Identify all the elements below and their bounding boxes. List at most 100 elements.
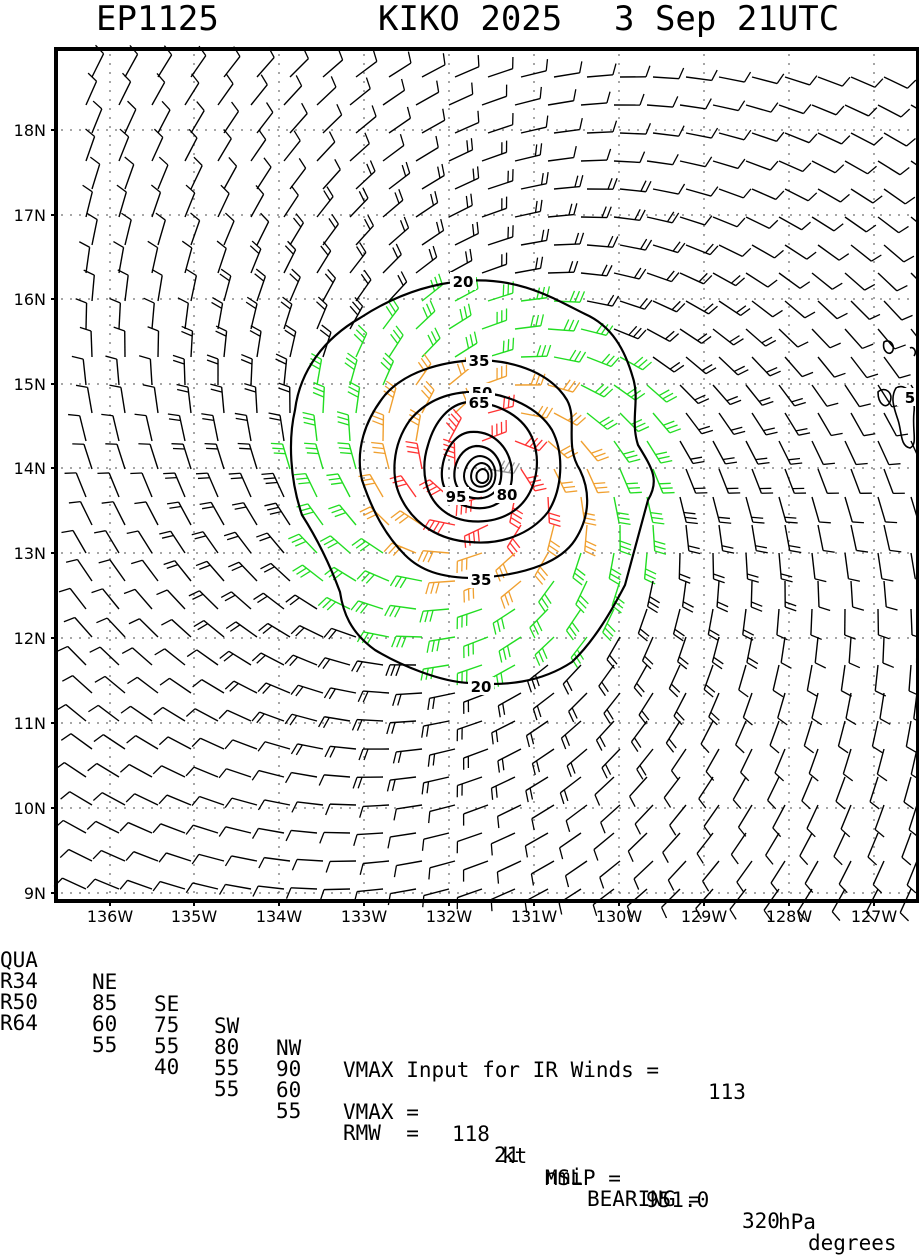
- grid-dot: [727, 298, 729, 300]
- grid-dot: [618, 450, 620, 452]
- wind-barb: [686, 244, 718, 255]
- grid-dot: [295, 129, 297, 131]
- wind-barb: [645, 553, 657, 584]
- grid-dot: [340, 214, 342, 216]
- grid-dot: [363, 882, 365, 884]
- grid-dot: [109, 630, 111, 632]
- grid-dot: [772, 298, 774, 300]
- grid-dot: [788, 729, 790, 731]
- grid-dot: [133, 637, 135, 639]
- grid-dot: [193, 576, 195, 578]
- grid-dot: [493, 807, 495, 809]
- wind-barb: [581, 149, 611, 161]
- grid-dot: [109, 441, 111, 443]
- grid-dot: [592, 807, 594, 809]
- grid-dot: [817, 298, 819, 300]
- grid-dot: [151, 298, 153, 300]
- grid-dot: [703, 720, 705, 722]
- grid-dot: [703, 99, 705, 101]
- wind-barb: [884, 133, 915, 146]
- grid-dot: [278, 324, 280, 326]
- wind-barb: [160, 678, 191, 693]
- wind-barb: [92, 589, 119, 609]
- grid-dot: [502, 383, 504, 385]
- grid-dot: [703, 207, 705, 209]
- grid-dot: [304, 383, 306, 385]
- grid-dot: [703, 378, 705, 380]
- grid-dot: [533, 792, 535, 794]
- grid-dot: [574, 552, 576, 554]
- wind-barb: [713, 159, 745, 168]
- grid-dot: [871, 298, 873, 300]
- grid-dot: [278, 171, 280, 173]
- grid-dot: [193, 225, 195, 227]
- grid-dot: [448, 603, 450, 605]
- wind-barb: [515, 314, 543, 329]
- grid-dot: [628, 129, 630, 131]
- wind-barb: [904, 777, 914, 809]
- wind-barb: [811, 609, 822, 639]
- grid-dot: [529, 807, 531, 809]
- wind-barb: [159, 853, 191, 862]
- wind-barb: [812, 273, 842, 289]
- contour-label-35: 35: [469, 352, 490, 370]
- grid-dot: [709, 552, 711, 554]
- grid-dot: [193, 756, 195, 758]
- grid-dot: [533, 81, 535, 83]
- grid-dot: [367, 552, 369, 554]
- grid-dot: [529, 637, 531, 639]
- grid-dot: [871, 214, 873, 216]
- grid-dot: [278, 90, 280, 92]
- grid-dot: [718, 892, 720, 894]
- grid-dot: [278, 144, 280, 146]
- wind-barb: [68, 415, 86, 441]
- wind-barb: [224, 47, 240, 77]
- grid-dot: [268, 214, 270, 216]
- grid-dot: [367, 722, 369, 724]
- grid-dot: [115, 129, 117, 131]
- grid-dot: [363, 90, 365, 92]
- grid-dot: [703, 585, 705, 587]
- wind-barb: [290, 214, 303, 245]
- grid-dot: [610, 552, 612, 554]
- grid-dot: [682, 298, 684, 300]
- wind-barb: [818, 581, 830, 611]
- grid-dot: [133, 298, 135, 300]
- grid-dot: [907, 383, 909, 385]
- grid-dot: [193, 99, 195, 101]
- grid-dot: [304, 467, 306, 469]
- lon-label-130w: 130W: [596, 907, 643, 926]
- grid-dot: [808, 467, 810, 469]
- wind-barb: [290, 158, 306, 189]
- grid-dot: [109, 378, 111, 380]
- grid-dot: [133, 129, 135, 131]
- wind-barb: [620, 298, 652, 309]
- grid-dot: [385, 807, 387, 809]
- wind-barb: [713, 329, 743, 345]
- grid-dot: [637, 892, 639, 894]
- grid-dot: [788, 126, 790, 128]
- wind-barb: [683, 581, 694, 612]
- grid-dot: [363, 72, 365, 74]
- wind-barb: [152, 129, 163, 161]
- grid-dot: [412, 298, 414, 300]
- grid-dot: [520, 129, 522, 131]
- grid-dot: [340, 129, 342, 131]
- grid-dot: [618, 873, 620, 875]
- wind-barb: [154, 707, 185, 721]
- grid-dot: [703, 684, 705, 686]
- wind-barb: [532, 805, 554, 830]
- grid-dot: [385, 383, 387, 385]
- grid-dot: [430, 298, 432, 300]
- wind-barb: [653, 525, 666, 554]
- grid-dot: [448, 198, 450, 200]
- wind-barb: [566, 861, 587, 887]
- grid-dot: [889, 129, 891, 131]
- grid-dot: [193, 828, 195, 830]
- grid-dot: [618, 846, 620, 848]
- wind-barb: [80, 327, 92, 357]
- grid-dot: [466, 807, 468, 809]
- grid-dot: [363, 846, 365, 848]
- grid-dot: [788, 252, 790, 254]
- grid-dot: [533, 117, 535, 119]
